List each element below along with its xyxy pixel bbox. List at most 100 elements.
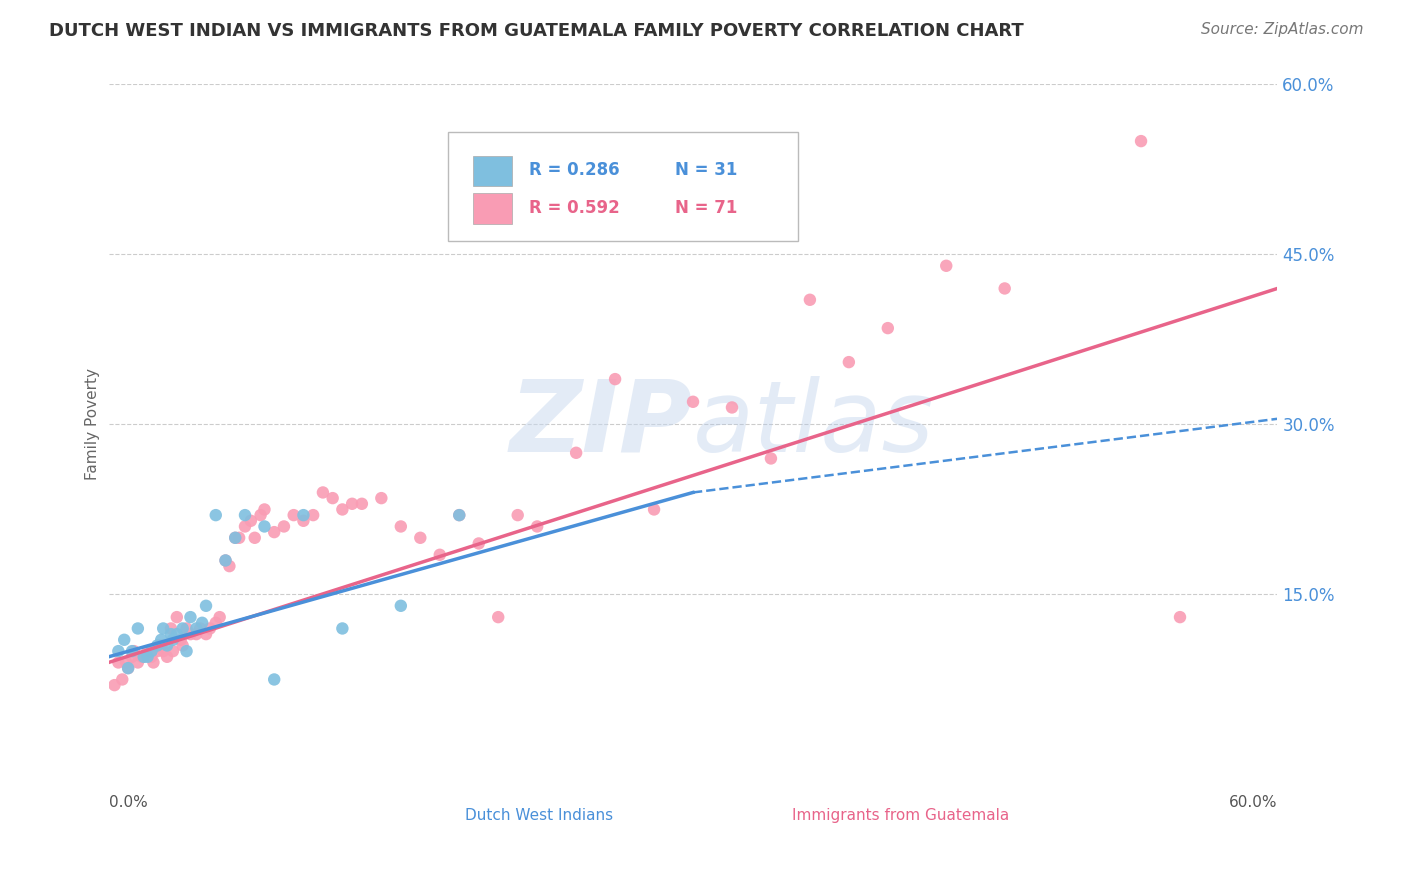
Point [117,661,139,675]
Point [121,644,143,658]
Point [302,508,325,522]
Point [131,649,153,664]
Point [111,673,134,687]
Point [292,514,315,528]
Point [312,485,335,500]
Text: Dutch West Indians: Dutch West Indians [465,808,613,823]
Point [127,622,149,636]
Point [350,497,373,511]
FancyBboxPatch shape [447,132,799,241]
Point [172,639,194,653]
Point [322,491,344,505]
Point [162,644,184,658]
Point [218,559,240,574]
Point [370,491,392,505]
FancyBboxPatch shape [425,805,453,826]
Point [204,508,226,522]
Point [166,610,188,624]
Point [188,622,211,636]
Point [721,401,744,415]
Point [643,502,665,516]
Point [195,627,218,641]
Point [141,649,163,664]
Point [249,508,271,522]
Point [198,622,221,636]
Point [170,632,193,647]
Point [176,644,198,658]
Point [389,599,412,613]
Point [682,394,704,409]
Point [239,514,262,528]
Point [186,622,208,636]
Text: R = 0.592: R = 0.592 [530,199,620,218]
Point [160,622,183,636]
Point [136,649,159,664]
Point [506,508,529,522]
Point [156,649,179,664]
Point [565,446,588,460]
Point [233,508,256,522]
Point [526,519,548,533]
Point [603,372,626,386]
FancyBboxPatch shape [474,194,512,224]
Point [127,656,149,670]
Point [283,508,305,522]
Point [253,519,276,533]
Point [838,355,860,369]
Point [162,632,184,647]
Point [935,259,957,273]
Point [876,321,898,335]
Text: DUTCH WEST INDIAN VS IMMIGRANTS FROM GUATEMALA FAMILY POVERTY CORRELATION CHART: DUTCH WEST INDIAN VS IMMIGRANTS FROM GUA… [49,22,1024,40]
Point [263,525,285,540]
Point [799,293,821,307]
Point [204,615,226,630]
Text: 60.0%: 60.0% [1229,795,1278,810]
Text: 0.0%: 0.0% [108,795,148,810]
Point [429,548,451,562]
Point [186,627,208,641]
Point [150,632,173,647]
Point [115,656,138,670]
Point [132,649,155,664]
Text: Immigrants from Guatemala: Immigrants from Guatemala [793,808,1010,823]
Point [179,610,201,624]
Point [273,519,295,533]
Point [195,599,218,613]
Point [994,281,1017,295]
Point [467,536,489,550]
Point [122,644,145,658]
Point [107,644,129,658]
Point [136,644,159,658]
Point [103,678,125,692]
Point [449,508,471,522]
Point [117,661,139,675]
Point [449,508,471,522]
Text: R = 0.286: R = 0.286 [530,161,620,179]
Point [152,622,174,636]
Point [141,644,163,658]
Text: atlas: atlas [693,376,935,473]
Y-axis label: Family Poverty: Family Poverty [86,368,100,481]
Point [409,531,432,545]
Point [132,649,155,664]
Point [160,627,183,641]
Point [389,519,412,533]
Point [1168,610,1191,624]
Point [107,656,129,670]
Text: Source: ZipAtlas.com: Source: ZipAtlas.com [1201,22,1364,37]
Point [243,531,266,545]
Point [179,627,201,641]
Point [152,644,174,658]
Point [142,656,165,670]
Point [121,649,143,664]
FancyBboxPatch shape [474,156,512,186]
Point [172,622,194,636]
Point [191,615,214,630]
Point [146,644,169,658]
Point [214,553,236,567]
Text: ZIP: ZIP [510,376,693,473]
Point [263,673,285,687]
Point [224,531,246,545]
Point [759,451,782,466]
FancyBboxPatch shape [751,805,780,826]
